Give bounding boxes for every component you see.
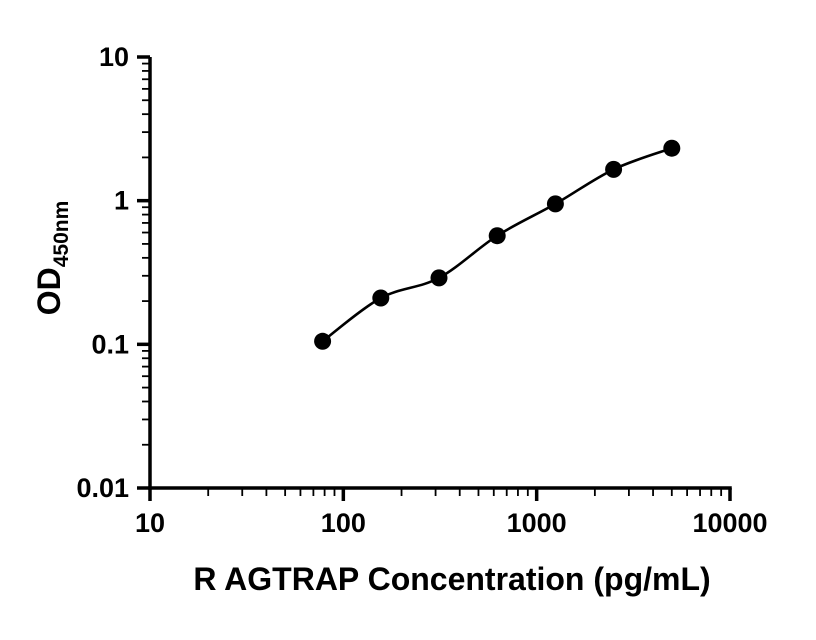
- data-point: [546, 195, 564, 213]
- data-point: [314, 332, 332, 350]
- y-tick-label: 10: [99, 42, 129, 72]
- y-axis-title-od: OD: [31, 267, 67, 315]
- y-axis-title-subscript: 450nm: [50, 201, 73, 268]
- data-point: [605, 160, 623, 178]
- x-tick-label: 1000: [507, 508, 567, 538]
- x-tick-label: 100: [321, 508, 366, 538]
- data-point: [663, 139, 681, 157]
- x-tick-label: 10000: [692, 508, 767, 538]
- data-points: [314, 139, 681, 350]
- y-axis-title: OD450nm: [31, 201, 73, 316]
- x-tick-label: 10: [135, 508, 165, 538]
- y-tick-label: 1: [114, 186, 129, 216]
- data-point: [430, 269, 448, 287]
- data-point: [372, 289, 390, 307]
- x-axis-title: R AGTRAP Concentration (pg/mL): [193, 561, 710, 597]
- y-tick-label: 0.1: [91, 329, 129, 359]
- axes: 10 100 1000 10000 0.01 0.1 1 10: [76, 42, 767, 538]
- data-point: [488, 227, 506, 245]
- y-tick-label: 0.01: [76, 473, 129, 503]
- fit-curve-line: [321, 146, 673, 343]
